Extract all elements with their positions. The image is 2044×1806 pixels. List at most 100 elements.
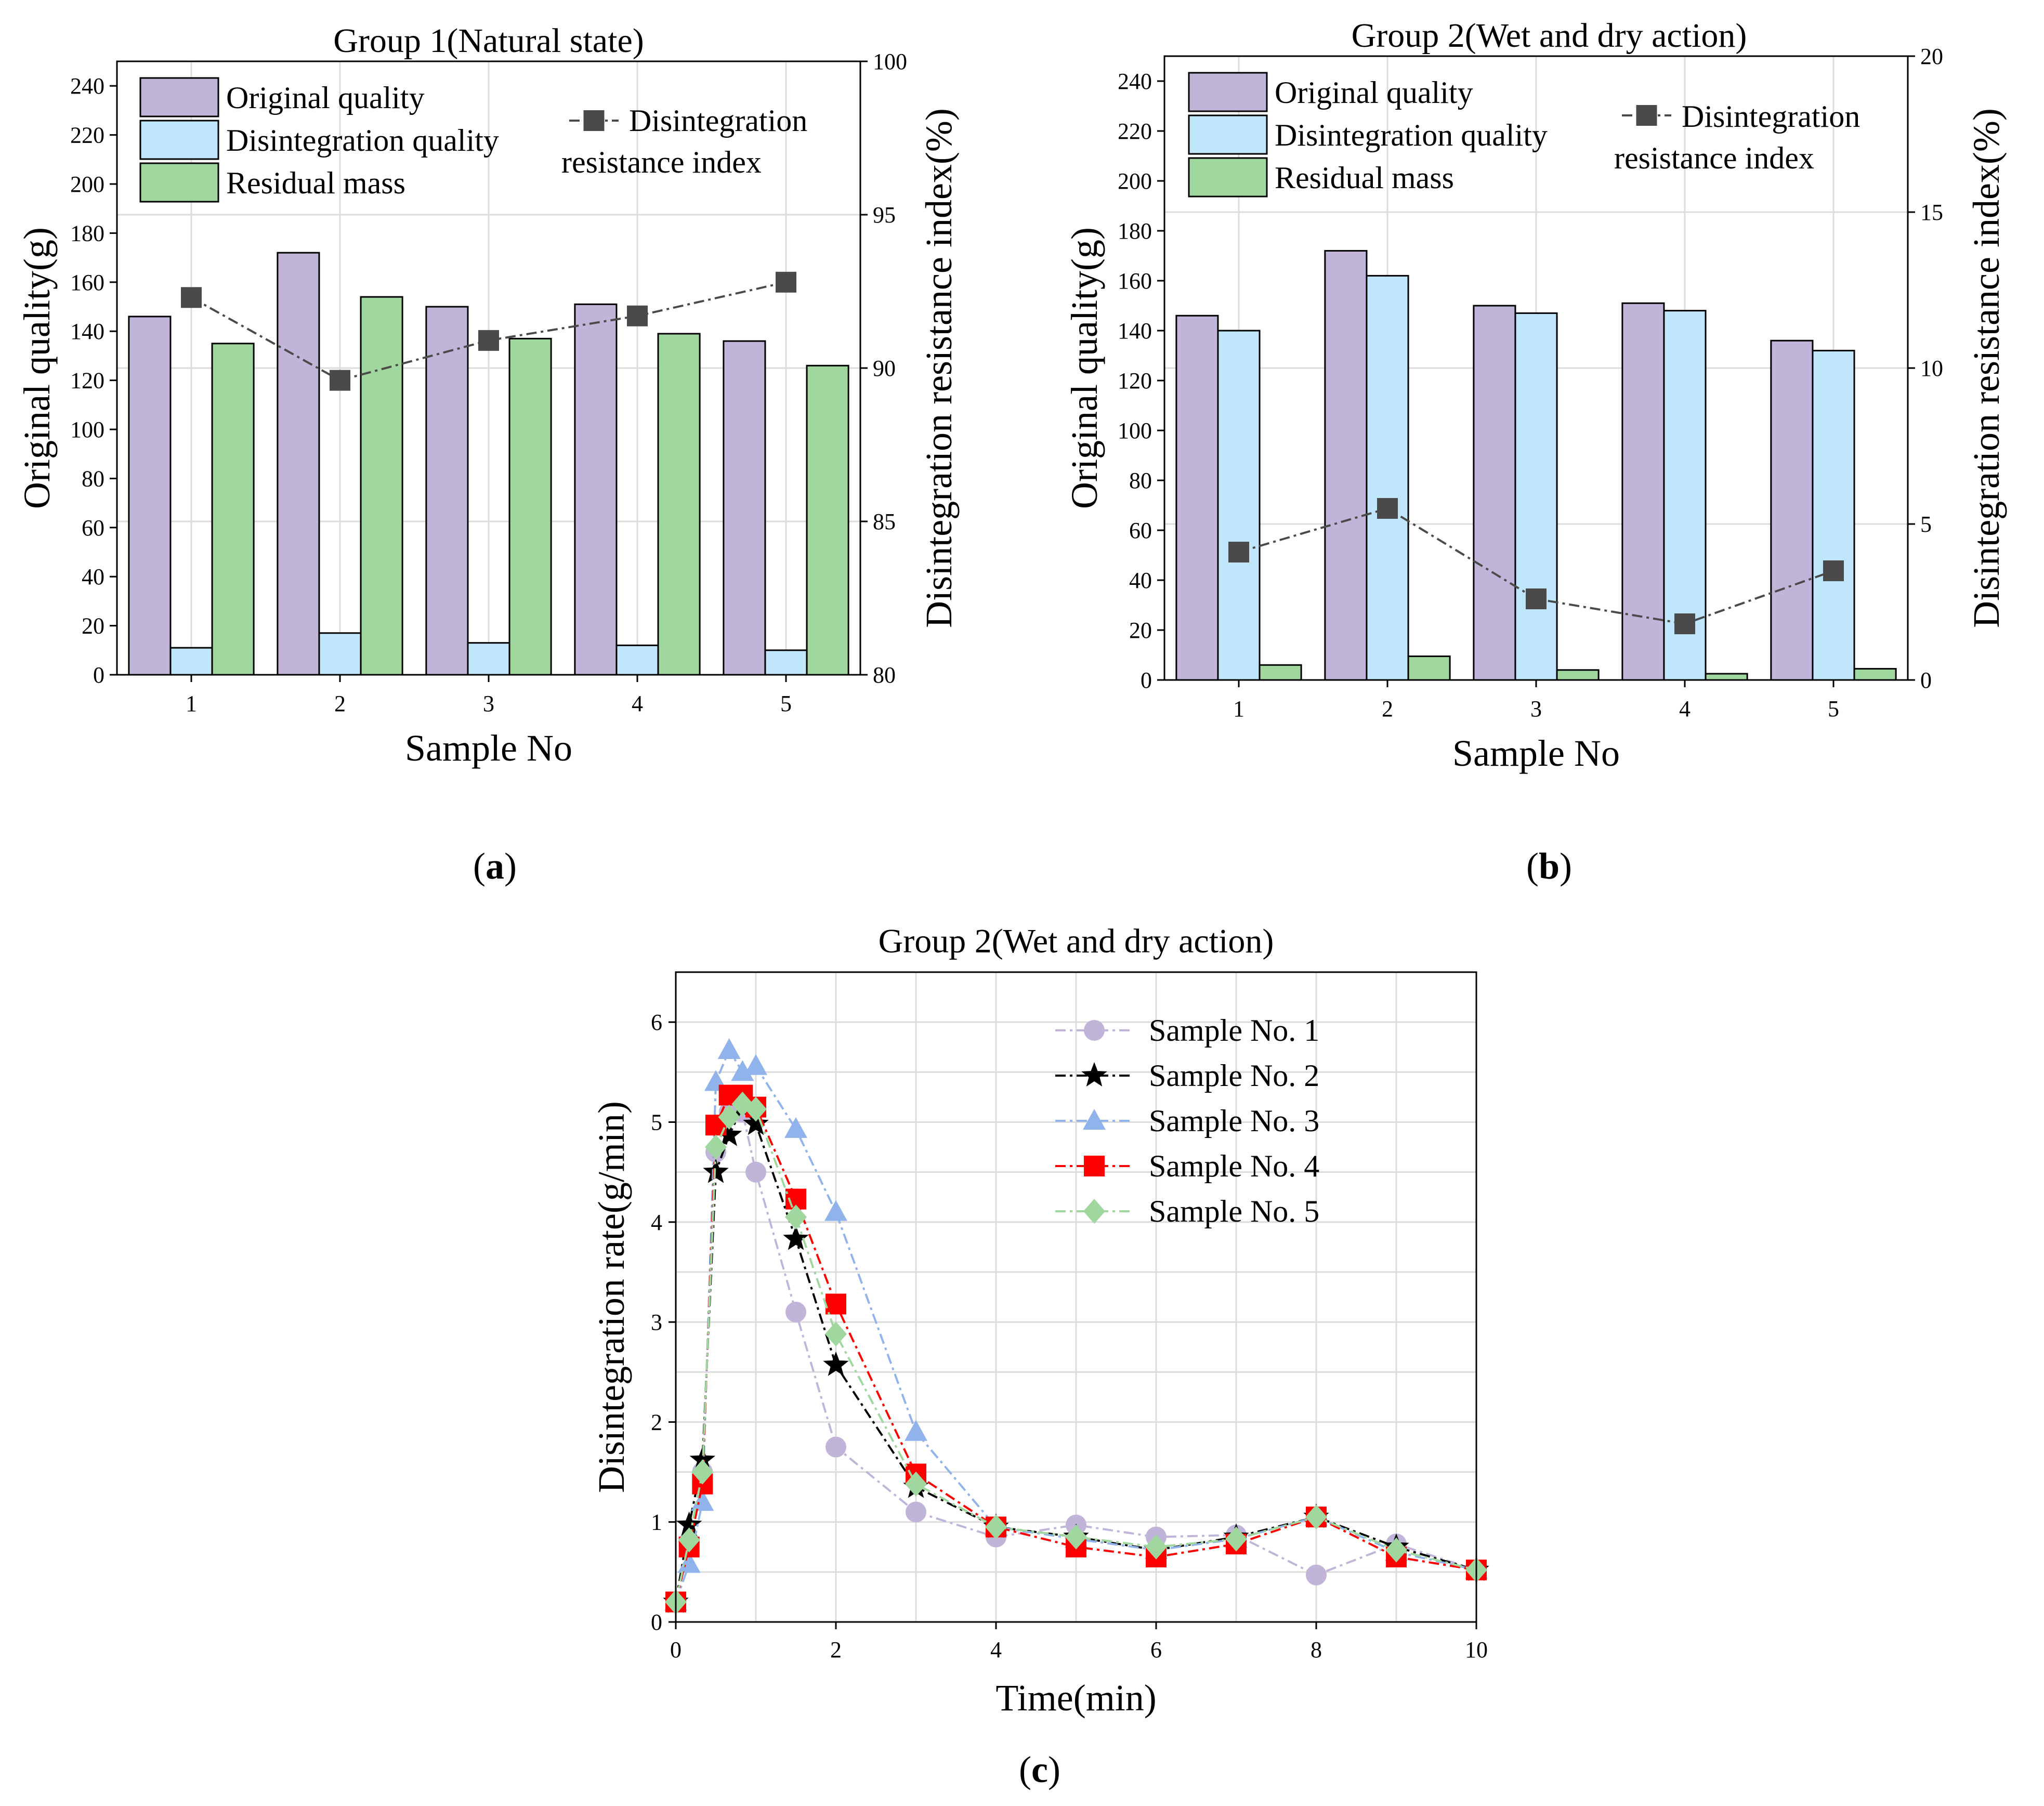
series-original-quality	[1175, 250, 1814, 681]
legend-line-label-1: Disintegration	[1682, 99, 1860, 134]
y-tick-label: 160	[1118, 268, 1152, 294]
y2-tick-label: 0	[1920, 668, 1932, 693]
y-tick-label: 5	[651, 1109, 662, 1135]
caption-letter: c	[1031, 1749, 1048, 1790]
y-tick-label: 20	[1129, 618, 1152, 643]
series-line	[675, 1048, 1477, 1603]
data-point	[826, 1293, 846, 1315]
bar	[1621, 302, 1665, 681]
bar	[1473, 305, 1516, 681]
y-tick-label: 200	[70, 172, 104, 197]
data-point	[1065, 1524, 1087, 1550]
y-tick-label: 20	[82, 613, 104, 639]
y2-tick-label: 90	[873, 356, 896, 381]
legend-label: Sample No. 4	[1149, 1149, 1319, 1183]
y-tick-label: 0	[93, 662, 104, 688]
x-axis: 1 2 3 4 5	[1233, 680, 1839, 722]
x-tick-label: 4	[1679, 696, 1691, 722]
bar	[1259, 664, 1302, 681]
legend-line-marker	[1636, 105, 1657, 126]
y-tick-label: 220	[70, 123, 104, 148]
index-point	[1526, 588, 1547, 609]
data-point	[906, 1501, 926, 1523]
legend-label: Sample No. 2	[1149, 1058, 1319, 1093]
data-point	[717, 1038, 741, 1059]
x-tick-label: 2	[1382, 696, 1393, 722]
legend-swatch	[139, 162, 219, 203]
legend-marker	[1083, 1109, 1106, 1130]
legend-label: Sample No. 5	[1149, 1194, 1319, 1228]
y-tick-label: 200	[1118, 168, 1152, 194]
x-axis-label: Time(min)	[995, 1677, 1156, 1719]
y-tick-label: 120	[70, 368, 104, 394]
y-axis-right: 0 5 10 15 20	[1908, 44, 1943, 693]
x-tick-label: 0	[670, 1637, 682, 1663]
legend-swatch	[139, 120, 219, 160]
y-tick-label: 180	[70, 220, 104, 246]
bar	[508, 337, 552, 676]
index-point	[627, 305, 648, 326]
bar	[1556, 669, 1600, 681]
x-tick-label: 6	[1150, 1637, 1162, 1663]
index-point	[1823, 560, 1844, 581]
data-point	[826, 1436, 846, 1458]
data-point	[985, 1514, 1007, 1540]
data-point	[705, 1134, 727, 1160]
bar	[1217, 330, 1261, 681]
bar	[1514, 312, 1558, 681]
y-axis-left: 0 20 40 60 80 100 120 140 160 180 200 220 240	[70, 73, 117, 688]
chart-c: 0 1 2 3 4 5 6 0 2 4 6 8 10 Time(min) Disintegration ra…	[591, 922, 1489, 1790]
bar	[1705, 673, 1748, 681]
y-tick-label: 220	[1118, 119, 1152, 144]
caption-a: (a)	[473, 845, 517, 887]
caption-letter: b	[1539, 845, 1560, 887]
bars	[1175, 250, 1897, 681]
index-point	[181, 287, 202, 308]
index-point	[478, 330, 499, 351]
y-tick-label: 40	[1129, 568, 1152, 593]
y-axis-right: 80 85 90 95 100	[860, 49, 907, 688]
y-tick-label: 100	[70, 417, 104, 442]
bar	[1324, 250, 1368, 681]
legend: Original quality Disintegration quality Re…	[1188, 72, 1860, 198]
y-tick-label: 140	[1118, 318, 1152, 344]
bar	[128, 316, 172, 676]
y-tick-label: 80	[82, 466, 104, 491]
data-point	[745, 1161, 766, 1183]
legend-label: Residual mass	[226, 166, 405, 200]
y2-tick-label: 85	[873, 509, 896, 534]
data-point	[677, 1552, 701, 1573]
data-point	[823, 1351, 849, 1376]
x-axis-label: Sample No	[1452, 732, 1620, 774]
index-line	[181, 271, 796, 391]
bar	[318, 632, 362, 676]
series-disintegration-quality	[1217, 274, 1855, 681]
y-tick-label: 1	[651, 1510, 662, 1535]
legend-line-marker	[583, 110, 605, 131]
series-group	[663, 1038, 1489, 1615]
x-tick-label: 10	[1465, 1637, 1488, 1663]
caption-c: (c)	[1019, 1749, 1060, 1790]
chart-b: 0204060801001201401601802002202400510152…	[1064, 17, 2007, 887]
y-tick-label: 180	[1118, 218, 1152, 244]
chart-title: Group 2(Wet and dry action)	[879, 922, 1274, 960]
data-point	[785, 1205, 807, 1230]
x-tick-label: 1	[186, 691, 197, 716]
legend-marker	[1083, 1199, 1105, 1224]
legend-label: Original quality	[1275, 75, 1473, 110]
bar	[723, 340, 766, 676]
x-tick-label: 8	[1311, 1637, 1322, 1663]
y-tick-label: 0	[651, 1609, 662, 1635]
series-5	[665, 1091, 1487, 1615]
x-tick-label: 5	[1828, 696, 1839, 722]
x-tick-label: 4	[632, 691, 643, 716]
index-point	[776, 271, 796, 293]
y2-tick-label: 80	[873, 662, 896, 688]
y-tick-label: 80	[1129, 468, 1152, 493]
bar	[1853, 668, 1897, 681]
bar	[764, 649, 808, 676]
legend-swatch	[1188, 114, 1268, 155]
y-axis-left: 0 20 40 60 80 100 120 140 160 180 200 220 240	[1118, 69, 1164, 693]
data-point	[1306, 1564, 1327, 1586]
legend-marker	[1081, 1062, 1107, 1087]
